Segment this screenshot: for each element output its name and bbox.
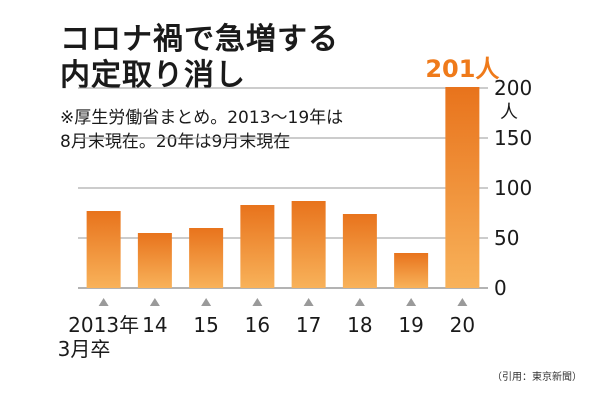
bar-3 [189, 228, 224, 288]
x-tick-marker-7 [406, 298, 417, 306]
bar-8 [445, 87, 480, 288]
bar-7 [394, 253, 429, 288]
bar-1 [86, 211, 121, 288]
x-tick-label-3: 15 [193, 313, 218, 337]
chart-title-line-1: コロナ禍で急増する [60, 22, 339, 57]
y-tick-label-200: 200 [494, 76, 532, 100]
x-tick-marker-6 [354, 298, 365, 306]
x-tick-label-7: 19 [398, 313, 423, 337]
x-tick-label-8: 20 [450, 313, 475, 337]
x-tick-marker-4 [252, 298, 263, 306]
source-credit: （引用：東京新聞） [492, 372, 582, 383]
bar-6 [342, 214, 377, 288]
bar-4 [240, 205, 275, 288]
x-tick-marker-5 [303, 298, 314, 306]
data-label-8: 201人 [425, 55, 499, 83]
chart-note-line-2: 8月末現在。20年は9月末現在 [60, 132, 291, 152]
y-tick-label-0: 0 [494, 276, 507, 300]
y-tick-label-50: 50 [494, 226, 519, 250]
x-tick-marker-3 [201, 298, 212, 306]
chart-note-line-1: ※厚生労働省まとめ。2013～19年は [60, 108, 344, 128]
x-tick-label-4: 16 [245, 313, 270, 337]
x-tick-label-1-line-2: 3月卒 [58, 337, 111, 361]
x-tick-label-1-line-1: 2013年 [68, 313, 139, 337]
y-tick-label-150: 150 [494, 126, 532, 150]
x-tick-marker-2 [149, 298, 160, 306]
y-unit-label: 人 [500, 102, 518, 123]
x-tick-marker-1 [98, 298, 109, 306]
bar-5 [291, 201, 326, 288]
chart-title: コロナ禍で急増する 内定取り消し [60, 22, 339, 94]
x-tick-marker-8 [457, 298, 468, 306]
x-tick-label-5: 17 [296, 313, 321, 337]
bar-2 [137, 233, 172, 288]
y-tick-label-100: 100 [494, 176, 532, 200]
x-tick-label-2: 14 [142, 313, 167, 337]
x-tick-label-6: 18 [347, 313, 372, 337]
chart-title-line-2: 内定取り消し [60, 58, 246, 93]
chart-note: ※厚生労働省まとめ。2013～19年は 8月末現在。20年は9月末現在 [60, 106, 343, 154]
